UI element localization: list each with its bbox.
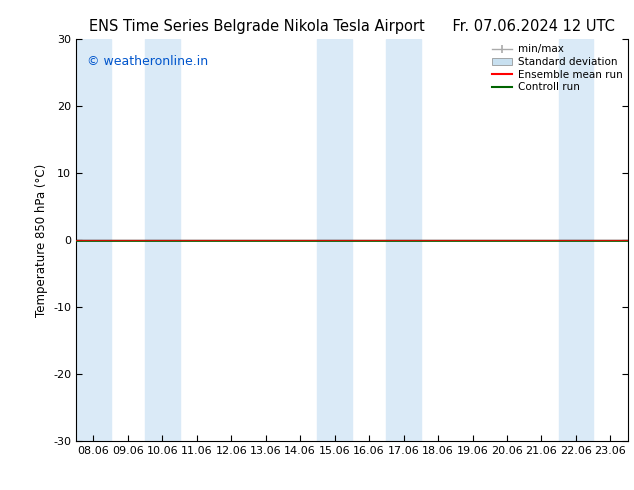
Bar: [76, 39, 110, 441]
Bar: [145, 39, 179, 441]
Title: ENS Time Series Belgrade Nikola Tesla Airport      Fr. 07.06.2024 12 UTC: ENS Time Series Belgrade Nikola Tesla Ai…: [89, 19, 615, 34]
Bar: [559, 39, 593, 441]
Bar: [386, 39, 421, 441]
Text: © weatheronline.in: © weatheronline.in: [87, 55, 208, 68]
Bar: [318, 39, 352, 441]
Legend: min/max, Standard deviation, Ensemble mean run, Controll run: min/max, Standard deviation, Ensemble me…: [489, 41, 626, 96]
Y-axis label: Temperature 850 hPa (°C): Temperature 850 hPa (°C): [34, 164, 48, 317]
